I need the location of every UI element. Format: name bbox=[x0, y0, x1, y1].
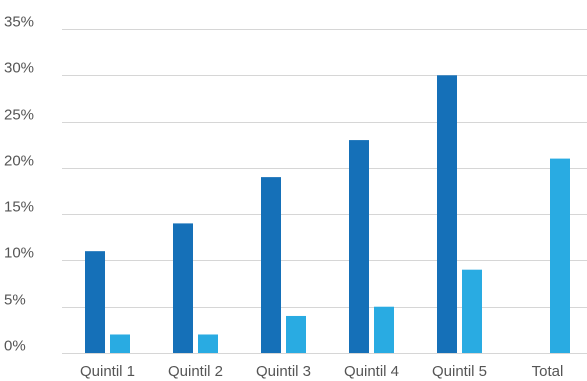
x-tick-label: Quintil 5 bbox=[432, 363, 487, 380]
y-tick-label: 35% bbox=[4, 14, 34, 31]
x-tick-label: Total bbox=[532, 363, 564, 380]
y-tick-label: 15% bbox=[4, 199, 34, 216]
y-axis-tick-labels: 0% 5% 10% 15% 20% 25% 30% 35% bbox=[4, 14, 34, 355]
y-tick-label: 20% bbox=[4, 153, 34, 170]
bar bbox=[550, 158, 570, 353]
x-tick-label: Quintil 4 bbox=[344, 363, 399, 380]
bar bbox=[462, 269, 482, 353]
gridlines bbox=[62, 29, 587, 354]
y-tick-label: 5% bbox=[4, 292, 26, 309]
bar bbox=[286, 315, 306, 353]
x-tick-label: Quintil 1 bbox=[80, 363, 135, 380]
bar bbox=[198, 334, 218, 353]
y-tick-label: 0% bbox=[4, 338, 26, 355]
bar bbox=[85, 251, 105, 353]
y-tick-label: 25% bbox=[4, 107, 34, 124]
y-tick-label: 30% bbox=[4, 60, 34, 77]
bar bbox=[437, 75, 457, 354]
x-tick-label: Quintil 2 bbox=[168, 363, 223, 380]
x-tick-label: Quintil 3 bbox=[256, 363, 311, 380]
bar bbox=[173, 223, 193, 353]
x-axis-tick-labels: Quintil 1 Quintil 2 Quintil 3 Quintil 4 Quin… bbox=[80, 363, 563, 380]
bar bbox=[110, 334, 130, 353]
bar bbox=[261, 177, 281, 353]
y-tick-label: 10% bbox=[4, 245, 34, 262]
bars bbox=[85, 75, 570, 354]
bar bbox=[349, 140, 369, 353]
bar bbox=[374, 306, 394, 353]
